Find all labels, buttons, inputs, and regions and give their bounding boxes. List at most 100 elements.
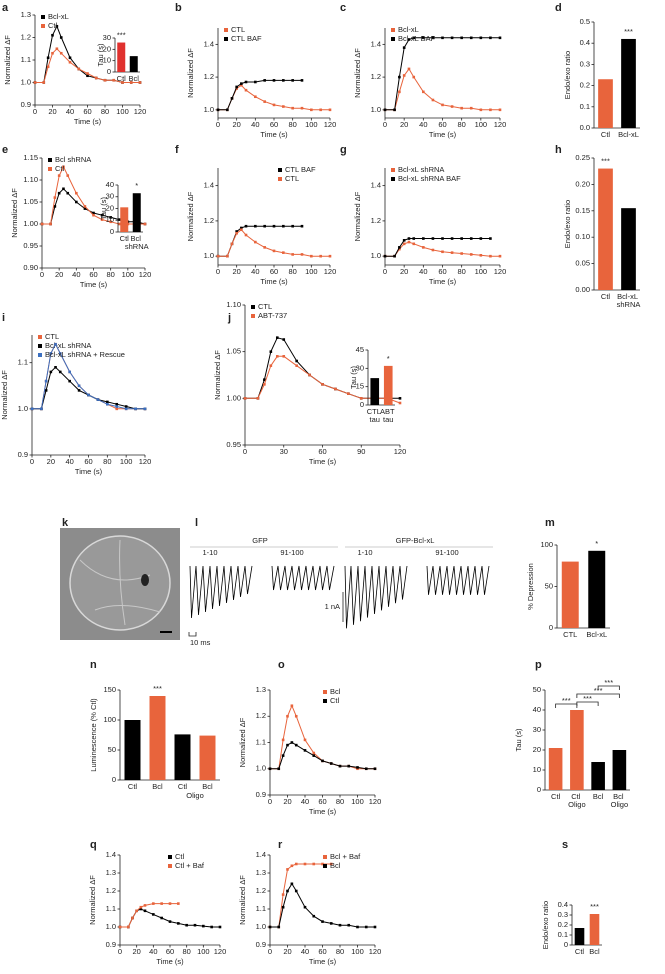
data-point [450, 36, 454, 40]
legend-marker [251, 305, 255, 309]
legend-label: Ctl + Baf [175, 861, 205, 870]
data-point [422, 36, 425, 40]
data-point [319, 254, 322, 258]
data-point [441, 250, 444, 254]
y-tick-label: 0.2 [580, 81, 590, 90]
x-tick-label: 120 [139, 457, 152, 466]
bar [383, 365, 393, 405]
data-point [244, 224, 248, 228]
data-point [303, 738, 307, 742]
data-point [139, 905, 143, 909]
legend-label: CTL [285, 174, 299, 183]
data-point [129, 81, 133, 84]
data-point [230, 242, 234, 246]
x-tick-label: CTL tau [367, 407, 383, 424]
electrode [141, 574, 149, 586]
legend-marker [323, 699, 327, 703]
data-point [300, 106, 304, 110]
data-point [300, 253, 304, 256]
data-point [256, 397, 260, 400]
panel-letter: j [227, 312, 231, 324]
data-point [282, 355, 286, 358]
bar [570, 710, 584, 790]
x-tick-label: 20 [283, 797, 291, 806]
data-point [49, 352, 53, 355]
x-tick-label: 20 [132, 947, 140, 956]
data-point [226, 254, 229, 258]
series-line [120, 908, 220, 928]
data-point [328, 254, 332, 258]
data-point [329, 862, 333, 866]
data-point [393, 108, 396, 112]
y-tick-label: 1.0 [204, 251, 214, 260]
data-point [143, 222, 147, 226]
data-point [364, 767, 368, 771]
current-trace [189, 565, 253, 619]
x-tick-label: 0 [243, 447, 247, 456]
data-point [269, 364, 273, 367]
y-tick-label: 1.05 [226, 347, 241, 356]
x-tick-label: 0 [268, 797, 272, 806]
y-tick-label: 1.10 [23, 175, 38, 184]
data-point [263, 246, 266, 249]
bar [132, 193, 141, 232]
x-tick-label: 60 [318, 797, 326, 806]
y-tick-label: 0 [110, 227, 114, 236]
x-tick-label: 0 [33, 107, 37, 116]
bar [589, 914, 600, 945]
x-tick-label: 0 [216, 267, 220, 276]
y-tick-label: 1.00 [226, 393, 241, 402]
y-axis-label: Normalized ΔF [353, 48, 362, 98]
panel-letter: k [62, 517, 69, 529]
y-axis-label: Tau (s) [514, 728, 523, 751]
data-point [489, 237, 492, 240]
x-tick-label: 120 [324, 120, 337, 129]
legend-label: Bcl-xL [48, 12, 69, 21]
data-point [291, 253, 294, 256]
y-tick-label: 0.25 [575, 153, 590, 162]
y-tick-label: 0.10 [575, 232, 590, 241]
data-point [57, 174, 61, 177]
data-point [441, 36, 444, 40]
data-point [347, 923, 351, 927]
data-point [469, 253, 473, 256]
x-tick-label: 0 [383, 267, 387, 276]
y-tick-label: 0.0 [580, 123, 590, 132]
legend-marker [38, 344, 42, 348]
x-tick-label: 80 [336, 947, 344, 956]
x-tick-label: Bcl [152, 782, 163, 791]
data-point [66, 191, 70, 195]
panel-letter: q [90, 839, 97, 851]
y-tick-label: 1.2 [371, 72, 381, 81]
legend-marker [41, 24, 45, 28]
data-point [254, 95, 257, 99]
y-tick-label: 1.4 [371, 39, 381, 48]
y-tick-label: 10 [106, 215, 114, 224]
data-point [402, 74, 406, 77]
y-tick-label: 0.00 [575, 285, 590, 294]
y-tick-label: 0.9 [18, 450, 28, 459]
data-point [121, 81, 124, 84]
data-point [168, 920, 172, 923]
x-tick-label: 20 [48, 107, 56, 116]
x-axis-label: Time (s) [75, 467, 103, 476]
y-axis-label: Endo/exo ratio [563, 51, 572, 99]
legend-marker [391, 168, 395, 172]
panel-letter: g [340, 144, 347, 156]
y-tick-label: 0.15 [575, 206, 590, 215]
segment-label: 1-10 [202, 548, 217, 557]
data-point [489, 108, 492, 112]
legend-marker [224, 28, 228, 32]
bar [124, 720, 141, 780]
y-tick-label: 0.9 [21, 100, 31, 109]
data-point [124, 405, 128, 408]
y-tick-label: 15 [356, 382, 364, 391]
series-line [270, 741, 375, 770]
y-axis-label: Luminescence (% Ctl) [89, 698, 98, 772]
data-point [393, 254, 396, 258]
significance: *** [604, 678, 613, 687]
data-point [422, 246, 425, 249]
group-title: GFP-Bcl-xL [396, 536, 435, 545]
data-point [300, 79, 304, 82]
legend-label: CTL [258, 302, 272, 311]
